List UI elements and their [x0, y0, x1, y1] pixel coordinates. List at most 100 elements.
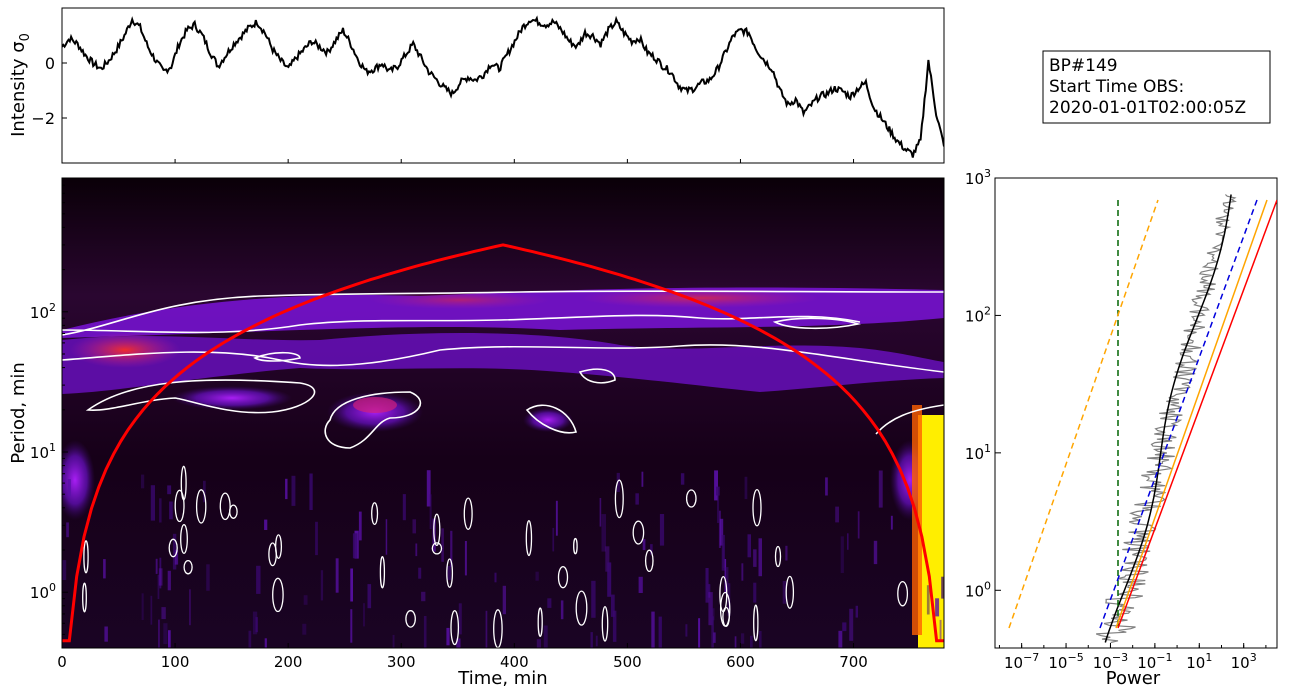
- texture-streak: [659, 514, 665, 546]
- contour-30min: [578, 368, 616, 384]
- texture-streak: [724, 559, 727, 594]
- info-box-line2: Start Time OBS:: [1049, 77, 1184, 97]
- wavelet-ylabel: Period, min: [8, 362, 29, 464]
- wv-ytick-label: 100: [30, 581, 56, 602]
- texture-streak: [857, 511, 860, 539]
- small-contour: [82, 582, 87, 613]
- texture-streak: [926, 585, 930, 615]
- small-contour: [774, 545, 782, 568]
- wavelet-background: [62, 178, 944, 648]
- texture-streak: [392, 634, 395, 648]
- texture-streak: [158, 568, 163, 586]
- wv-ytick-label: 102: [30, 301, 56, 322]
- ps-xtick-label: 101: [1186, 651, 1212, 672]
- texture-streak: [303, 595, 308, 605]
- info-box-line3: 2020-01-01T02:00:05Z: [1049, 98, 1246, 118]
- texture-streak: [203, 480, 206, 503]
- small-contour: [446, 558, 454, 588]
- texture-streak: [591, 580, 596, 618]
- small-contour: [632, 520, 645, 545]
- texture-streak: [935, 598, 940, 617]
- info-box: BP#149 Start Time OBS: 2020-01-01T02:00:…: [1042, 50, 1271, 124]
- wv-xtick-label: 200: [274, 653, 303, 671]
- texture-streak: [708, 592, 713, 626]
- texture-streak: [721, 534, 725, 571]
- texture-streak: [759, 631, 762, 648]
- texture-streak: [747, 534, 751, 558]
- texture-streak: [939, 619, 942, 640]
- texture-streak: [350, 568, 353, 602]
- texture-streak: [685, 624, 688, 637]
- texture-streak: [458, 603, 462, 635]
- texture-streak: [543, 625, 548, 648]
- texture-streak: [264, 638, 267, 648]
- texture-streak: [255, 617, 258, 633]
- confidence-line: [1115, 199, 1268, 629]
- texture-streak: [711, 616, 714, 648]
- wavelet-xlabel: Time, min: [457, 668, 547, 688]
- texture-streak: [590, 632, 593, 648]
- texture-streak: [167, 570, 171, 591]
- ps-xtick-label: 10−1: [1137, 651, 1172, 672]
- texture-streak: [599, 498, 602, 527]
- contour-20min: [324, 391, 422, 449]
- texture-streak: [650, 544, 653, 555]
- texture-streak: [849, 608, 854, 641]
- texture-streak: [707, 584, 711, 598]
- texture-streak: [206, 564, 210, 591]
- wv-xtick-label: 400: [500, 653, 529, 671]
- contour-80min: [772, 317, 862, 330]
- wavelet-frame: [61, 177, 945, 649]
- small-contour: [174, 489, 185, 523]
- texture-streak: [642, 539, 646, 551]
- ps-xtick-label: 10−5: [1048, 651, 1083, 672]
- texture-streak: [320, 570, 324, 601]
- small-contour: [525, 520, 533, 557]
- wv-xtick-label: 700: [839, 653, 868, 671]
- texture-streak: [302, 623, 307, 635]
- ps-ytick-label: 103: [965, 167, 991, 188]
- texture-streak: [710, 608, 715, 621]
- small-contour: [753, 604, 759, 642]
- texture-streak: [855, 605, 858, 618]
- small-contour: [537, 607, 543, 638]
- texture-streak: [447, 566, 452, 580]
- ts-ytick-label-m2: −2: [31, 109, 55, 128]
- texture-streak: [547, 598, 552, 608]
- cone-of-influence: [62, 243, 944, 643]
- texture-streak: [158, 619, 160, 648]
- texture-streak: [651, 611, 655, 648]
- blob-25min: [172, 386, 292, 410]
- texture-streak: [605, 546, 610, 572]
- texture-streak: [734, 636, 737, 648]
- contour-45min: [62, 344, 944, 373]
- texture-streak: [873, 540, 878, 565]
- texture-streak: [890, 515, 893, 530]
- texture-streak: [840, 536, 844, 573]
- texture-streak: [941, 576, 944, 599]
- contour-25min: [85, 379, 316, 414]
- info-box-frame: [1042, 50, 1271, 124]
- texture-streak: [638, 576, 643, 593]
- texture-streak: [758, 538, 762, 577]
- texture-streak: [367, 584, 372, 609]
- texture-streak: [719, 518, 724, 546]
- texture-streak: [560, 600, 564, 620]
- texture-streak: [716, 486, 720, 496]
- ps-xtick-label: 10−3: [1093, 651, 1128, 672]
- texture-streak: [264, 519, 268, 530]
- texture-streak: [421, 591, 426, 602]
- texture-streak: [680, 473, 685, 485]
- texture-streak: [167, 485, 172, 495]
- texture-streak: [785, 545, 788, 561]
- texture-streak: [446, 627, 450, 646]
- texture-streak: [352, 533, 358, 559]
- small-contour: [180, 465, 187, 501]
- texture-streak: [252, 611, 258, 635]
- contour-100min: [62, 290, 944, 336]
- texture-streak: [163, 623, 168, 645]
- texture-streak: [104, 626, 108, 642]
- texture-streak: [552, 527, 555, 552]
- texture-streak: [611, 594, 615, 617]
